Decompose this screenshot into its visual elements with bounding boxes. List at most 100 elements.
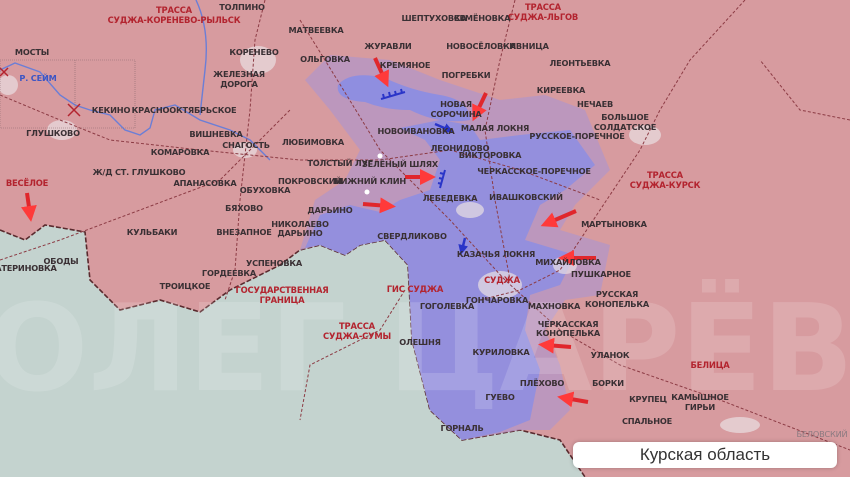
place-label: БОРКИ bbox=[592, 378, 624, 388]
place-label: ГОГОЛЕВКА bbox=[420, 301, 475, 311]
road-label: СУДЖА-СУМЫ bbox=[323, 331, 391, 341]
place-label: ЛЕБЕДЕВКА bbox=[423, 193, 478, 203]
attack-arrow bbox=[362, 197, 396, 214]
attack-arrow bbox=[472, 92, 488, 122]
place-label: ТОЛПИНО bbox=[219, 2, 265, 12]
place-label: ЧЕРКАССКАЯ bbox=[538, 319, 599, 329]
attack-arrow bbox=[540, 209, 577, 228]
bbox-frame bbox=[0, 59, 136, 129]
place-label: ДОРОГА bbox=[220, 79, 258, 89]
region-caption: Курская область bbox=[573, 442, 837, 468]
place-label: ЕКАТЕРИНОВКА bbox=[0, 263, 58, 273]
place-label: ЗЕЛЁНЫЙ ШЛЯХ bbox=[362, 158, 439, 169]
river-label: Р. СЕЙМ bbox=[19, 72, 56, 83]
place-label: АПАНАСОВКА bbox=[174, 178, 238, 188]
place-label: НИЖНИЙ КЛИН bbox=[334, 175, 406, 186]
place-label: МАТВЕЕВКА bbox=[289, 25, 345, 35]
place-label: ИВАШКОВСКИЙ bbox=[489, 191, 563, 202]
place-label: ШЕПТУХОВКА bbox=[402, 13, 468, 23]
place-label: СЕМЁНОВКА bbox=[454, 13, 511, 23]
place-label: ГОРДЕЕВКА bbox=[202, 268, 257, 278]
place-label: ЖУРАВЛИ bbox=[364, 41, 412, 51]
place-label: НИКОЛАЕВО bbox=[271, 219, 329, 229]
place-label: ГИРЬИ bbox=[685, 402, 716, 412]
place-label: ОЛЬГОВКА bbox=[300, 54, 351, 64]
place-label: ЛЮБИМОВКА bbox=[282, 137, 345, 147]
place-label: КЕКИНО bbox=[92, 105, 131, 115]
place-label: ПУШКАРНОЕ bbox=[571, 269, 631, 279]
place-label: СОЛДАТСКОЕ bbox=[594, 122, 656, 132]
attack-arrow bbox=[557, 391, 589, 408]
crossed-swords-icon bbox=[0, 67, 81, 117]
place-label: ПОКРОВСКИЙ bbox=[278, 175, 342, 186]
place-label: ДАРЬИНО bbox=[277, 228, 322, 238]
place-label: ГИС СУДЖА bbox=[387, 284, 444, 294]
place-label: ГОНЧАРОВКА bbox=[466, 295, 529, 305]
place-label: ВИКТОРОВКА bbox=[459, 150, 522, 160]
place-label: КРАСНООКТЯБРЬСКОЕ bbox=[132, 105, 237, 115]
place-label: ГЛУШКОВО bbox=[26, 128, 80, 138]
road-label: ТРАССА bbox=[525, 2, 562, 12]
place-label: КОНОПЕЛЬКА bbox=[536, 328, 601, 338]
place-label: КУРИЛОВКА bbox=[472, 347, 530, 357]
place-label: ВЕСЁЛОЕ bbox=[6, 178, 49, 188]
place-label: НЕЧАЕВ bbox=[577, 99, 613, 109]
road-label: СУДЖА-КОРЕНЕВО-РЫЛЬСК bbox=[108, 15, 241, 25]
road-label: СУДЖА-КУРСК bbox=[630, 180, 701, 190]
place-label: ЖЕЛЕЗНАЯ bbox=[213, 69, 265, 79]
place-label: НОВОСЁЛОВКА bbox=[446, 41, 516, 51]
place-label: БЕЛОВСКИЙ bbox=[797, 428, 848, 439]
place-label: КАМЫШНОЕ bbox=[671, 392, 729, 402]
place-label: СНАГОСТЬ bbox=[222, 140, 270, 150]
place-label: СПАЛЬНОЕ bbox=[622, 416, 672, 426]
defense-line bbox=[380, 88, 406, 100]
place-label: ВИШНЕВКА bbox=[189, 129, 243, 139]
defense-line bbox=[437, 169, 446, 189]
place-label: ГОРНАЛЬ bbox=[440, 423, 483, 433]
place-label: СВЕРДЛИКОВО bbox=[377, 231, 447, 241]
road-label: ТРАССА bbox=[339, 321, 376, 331]
place-label: КИРЕЕВКА bbox=[537, 85, 586, 95]
place-label: ДАРЬИНО bbox=[307, 205, 352, 215]
settlement-marker bbox=[364, 189, 370, 195]
place-label: ЛЕОНТЬЕВКА bbox=[550, 58, 612, 68]
place-label: КОМАРОВКА bbox=[151, 147, 210, 157]
place-label: ПОГРЕБКИ bbox=[442, 70, 491, 80]
place-label: БЯХОВО bbox=[225, 203, 263, 213]
roads bbox=[0, 0, 850, 451]
settlements bbox=[0, 46, 760, 433]
place-label: ЧЕРКАССКОЕ-ПОРЕЧНОЕ bbox=[477, 166, 591, 176]
place-label: ПЛЁХОВО bbox=[520, 378, 565, 388]
controlled-area bbox=[305, 120, 595, 440]
place-label: БЕЛИЦА bbox=[690, 360, 730, 370]
lake-area bbox=[337, 75, 470, 122]
red-labels: ТРАССА СУДЖА-КОРЕНЕВО-РЫЛЬСК ТРАССА СУДЖ… bbox=[6, 2, 731, 370]
place-label: КАЗАЧЬЯ ЛОКНЯ bbox=[457, 249, 535, 259]
place-label: ОБОДЫ bbox=[44, 256, 79, 266]
place-label: МАХНОВКА bbox=[528, 301, 581, 311]
place-label: РУССКАЯ bbox=[596, 289, 638, 299]
place-label: МАРТЫНОВКА bbox=[581, 219, 647, 229]
place-label: КУЛЬБАКИ bbox=[127, 227, 178, 237]
place-label: СОРОЧИНА bbox=[431, 109, 483, 119]
road-label: ТРАССА bbox=[647, 170, 684, 180]
border-label: ГРАНИЦА bbox=[260, 295, 306, 305]
place-label: ИВНИЦА bbox=[509, 41, 549, 51]
place-label: КРЕМЯНОЕ bbox=[380, 60, 431, 70]
place-label: НОВАЯ bbox=[440, 99, 472, 109]
defense-arrow bbox=[458, 237, 469, 255]
place-label: ТОЛСТЫЙ ЛУГ bbox=[307, 157, 372, 168]
place-label: УСПЕНОВКА bbox=[246, 258, 303, 268]
place-label: ВНЕЗАПНОЕ bbox=[216, 227, 271, 237]
place-label: ЛЕОНИДОВО bbox=[431, 143, 490, 153]
road-label: СУДЖА-ЛЬГОВ bbox=[508, 12, 578, 22]
border-label: ГОСУДАРСТВЕННАЯ bbox=[235, 285, 328, 295]
place-label: ОБУХОВКА bbox=[240, 185, 291, 195]
river-seym bbox=[0, 0, 271, 161]
place-label: СУДЖА bbox=[484, 275, 521, 285]
place-label: ГУЕВО bbox=[485, 392, 515, 402]
defense-arrow bbox=[434, 122, 454, 133]
